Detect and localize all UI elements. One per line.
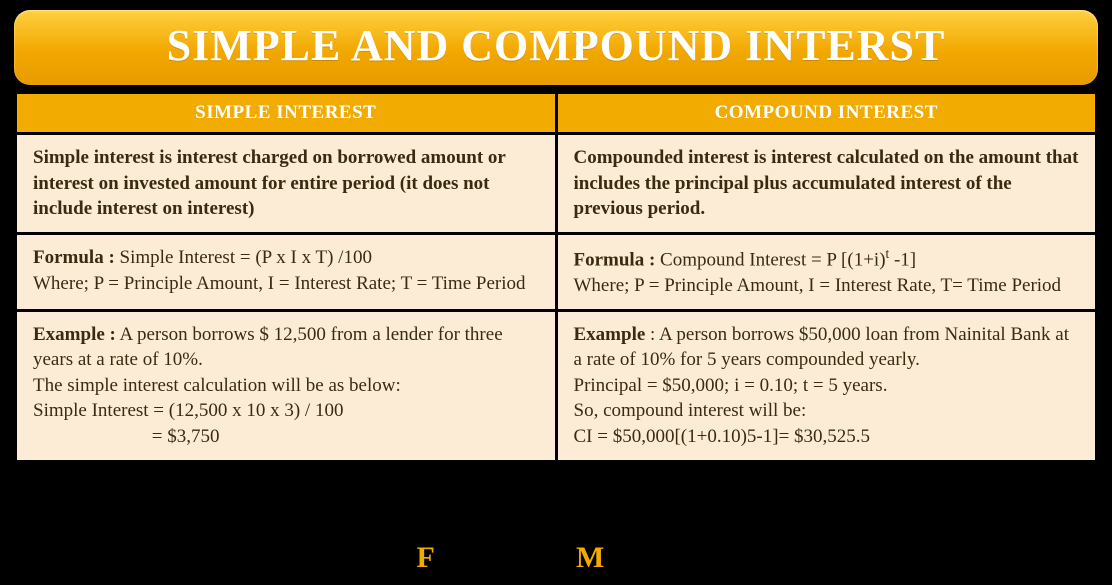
col-header-simple: SIMPLE INTEREST	[17, 94, 555, 132]
example-line: CI = $50,000[(1+0.10)5-1]= $30,525.5	[574, 426, 871, 447]
example-line: Principal = $50,000; i = 0.10; t = 5 yea…	[574, 375, 888, 396]
page-title: SIMPLE AND COMPOUND INTERST	[14, 20, 1098, 71]
footer-rest-1: INANCIAL	[436, 544, 569, 573]
formula-label: Formula :	[33, 247, 115, 268]
formula-simple: Formula : Simple Interest = (P x I x T) …	[17, 235, 555, 309]
formula-where: Where; P = Principle Amount, I = Interes…	[574, 275, 1062, 296]
formula-eq-pre: Compound Interest = P [(1+i)	[655, 249, 885, 270]
footer-brand: FINANCIAL MEMOS .	[0, 541, 1112, 575]
example-line: So, compound interest will be:	[574, 400, 807, 421]
formula-compound: Formula : Compound Interest = P [(1+i)t …	[558, 235, 1096, 309]
formula-where: Where; P = Principle Amount, I = Interes…	[33, 273, 526, 294]
example-line: = $3,750	[33, 426, 219, 447]
definition-simple: Simple interest is interest charged on b…	[17, 135, 555, 232]
footer-cap-m: M	[576, 541, 605, 574]
example-simple: Example : A person borrows $ 12,500 from…	[17, 312, 555, 460]
footer-rest-2: EMOS	[605, 544, 681, 573]
formula-eq: Simple Interest = (P x I x T) /100	[115, 247, 372, 268]
example-line: Simple Interest = (12,500 x 10 x 3) / 10…	[33, 400, 343, 421]
example-label: Example :	[33, 324, 116, 345]
footer-dot: .	[689, 544, 696, 573]
example-line: The simple interest calculation will be …	[33, 375, 401, 396]
definition-compound: Compounded interest is interest calculat…	[558, 135, 1096, 232]
example-line: : A person borrows $50,000 loan from Nai…	[574, 324, 1070, 371]
title-banner: SIMPLE AND COMPOUND INTERST	[14, 10, 1098, 85]
example-compound: Example : A person borrows $50,000 loan …	[558, 312, 1096, 460]
example-label: Example	[574, 324, 646, 345]
col-header-compound: COMPOUND INTEREST	[558, 94, 1096, 132]
formula-label: Formula :	[574, 249, 656, 270]
comparison-table: SIMPLE INTEREST COMPOUND INTEREST Simple…	[14, 91, 1098, 463]
footer-cap-f: F	[416, 541, 435, 574]
formula-eq-post: -1]	[889, 249, 916, 270]
